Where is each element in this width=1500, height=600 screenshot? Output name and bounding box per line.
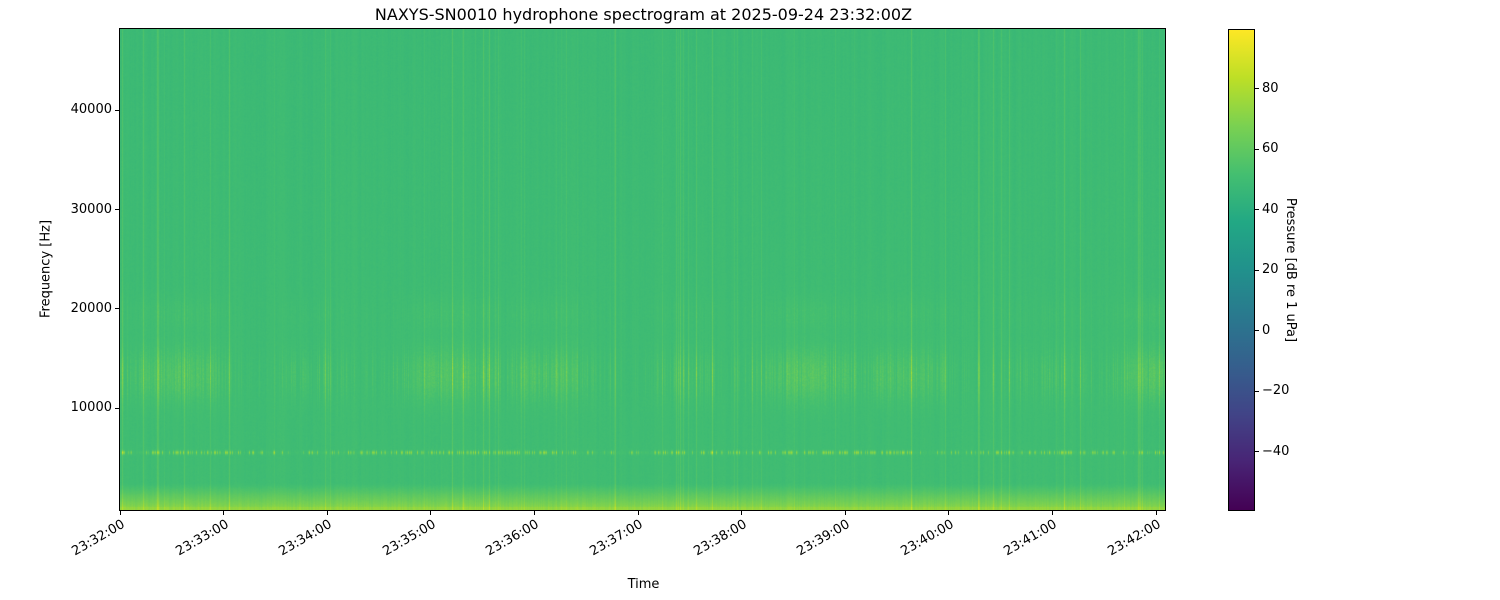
x-tick-mark [844,511,846,515]
x-tick-mark [741,511,743,515]
x-tick-label: 23:39:00 [794,517,853,560]
colorbar-tick-mark [1255,330,1259,332]
x-tick-mark [430,511,432,515]
x-axis-label: Time [627,577,660,592]
x-tick-label: 23:40:00 [898,517,957,560]
x-tick-label: 23:32:00 [69,517,128,560]
y-tick-label: 30000 [70,201,112,217]
x-tick-mark [1155,511,1157,515]
y-tick-label: 20000 [70,300,112,316]
x-tick-label: 23:37:00 [587,517,646,560]
spectrogram-image [120,29,1165,510]
colorbar-tick-label: −20 [1262,383,1290,399]
chart-title: NAXYS-SN0010 hydrophone spectrogram at 2… [374,5,913,24]
colorbar-tick-mark [1255,390,1259,392]
x-tick-mark [1051,511,1053,515]
x-tick-mark [637,511,639,515]
x-tick-label: 23:33:00 [173,517,232,560]
colorbar-tick-label: 60 [1262,141,1279,157]
colorbar-label: Pressure [dB re 1 uPa] [1283,197,1298,343]
colorbar-tick-label: 80 [1262,80,1279,96]
y-tick-label: 40000 [70,102,112,118]
colorbar-tick-label: 40 [1262,201,1279,217]
x-tick-label: 23:35:00 [380,517,439,560]
x-tick-mark [119,511,121,515]
y-tick-mark [115,209,119,211]
x-tick-label: 23:42:00 [1105,517,1164,560]
x-tick-label: 23:36:00 [483,517,542,560]
colorbar-tick-label: 0 [1262,322,1271,338]
y-tick-mark [115,308,119,310]
x-tick-mark [533,511,535,515]
colorbar-gradient [1229,30,1254,510]
x-tick-label: 23:41:00 [1001,517,1060,560]
x-tick-mark [948,511,950,515]
colorbar-tick-mark [1255,269,1259,271]
x-tick-mark [223,511,225,515]
colorbar-tick-mark [1255,209,1259,211]
x-tick-label: 23:38:00 [691,517,750,560]
colorbar-tick-mark [1255,88,1259,90]
colorbar-tick-mark [1255,148,1259,150]
plot-area [119,28,1166,511]
y-tick-mark [115,407,119,409]
colorbar-tick-label: −40 [1262,443,1290,459]
x-tick-label: 23:34:00 [276,517,335,560]
x-tick-mark [326,511,328,515]
colorbar [1228,29,1255,511]
y-tick-mark [115,109,119,111]
colorbar-tick-mark [1255,451,1259,453]
y-tick-label: 10000 [70,400,112,416]
colorbar-tick-label: 20 [1262,262,1279,278]
